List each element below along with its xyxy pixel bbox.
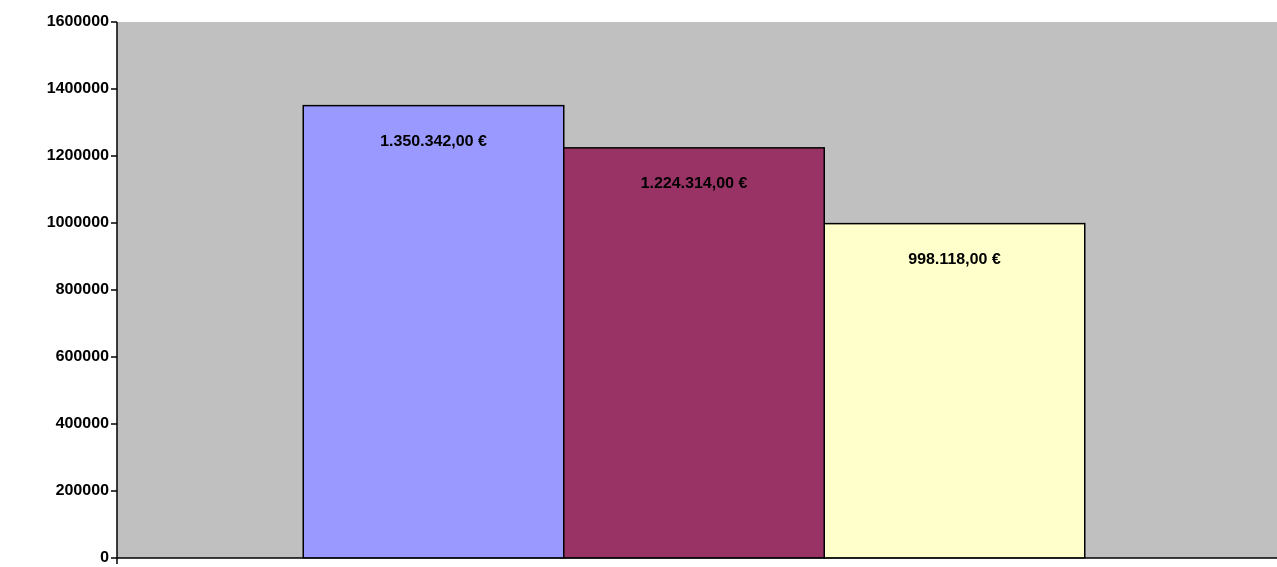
y-tick-label: 400000 <box>56 415 109 432</box>
y-tick-label: 1000000 <box>47 214 109 231</box>
y-tick-label: 1600000 <box>47 13 109 30</box>
bar <box>302 104 565 559</box>
data-label: 1.350.342,00 € <box>380 133 487 150</box>
data-label: 998.118,00 € <box>908 251 1001 268</box>
y-tick-label: 200000 <box>56 482 109 499</box>
y-tick-label: 0 <box>100 549 109 566</box>
y-tick-label: 800000 <box>56 281 109 298</box>
data-label: 1.224.314,00 € <box>641 175 748 192</box>
y-tick-label: 600000 <box>56 348 109 365</box>
y-tick-label: 1200000 <box>47 147 109 164</box>
bar <box>563 147 825 559</box>
y-tick-label: 1400000 <box>47 80 109 97</box>
bar <box>823 222 1086 559</box>
